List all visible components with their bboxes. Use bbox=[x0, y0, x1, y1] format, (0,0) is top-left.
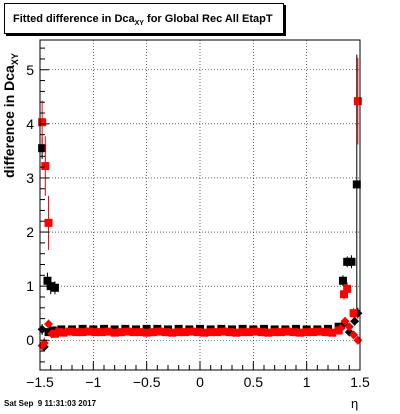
data-point-square bbox=[251, 327, 260, 336]
data-point-square bbox=[181, 328, 190, 337]
data-point-square bbox=[155, 327, 164, 336]
data-point-square bbox=[142, 328, 151, 337]
data-point-square bbox=[353, 97, 362, 106]
x-tick-label: −0.5 bbox=[133, 374, 161, 390]
x-tick-label: −1.5 bbox=[26, 374, 54, 390]
data-point-square bbox=[328, 328, 337, 337]
data-point-square bbox=[257, 328, 266, 337]
data-point-diamond bbox=[340, 316, 350, 326]
y-tick-label: 3 bbox=[26, 170, 34, 186]
data-point-square bbox=[104, 327, 113, 336]
data-point-square bbox=[55, 328, 64, 337]
data-point-square bbox=[38, 118, 47, 127]
data-point-diamond bbox=[349, 330, 359, 340]
data-point-square bbox=[44, 328, 53, 337]
data-point-square bbox=[225, 328, 234, 337]
data-point-square bbox=[338, 276, 347, 285]
data-point-square bbox=[302, 328, 311, 337]
data-point-square bbox=[270, 328, 279, 337]
title-box: Fitted difference in DcaXY for Global Re… bbox=[4, 3, 284, 34]
data-point-square bbox=[352, 180, 361, 189]
y-axis-label: difference in DcaXY bbox=[1, 53, 20, 178]
data-point-square bbox=[43, 276, 52, 285]
data-point-square bbox=[38, 144, 47, 153]
data-point-square bbox=[200, 328, 209, 337]
y-axis-label-main: difference in Dca bbox=[1, 65, 17, 178]
data-point-square bbox=[161, 328, 170, 337]
grid-layer bbox=[40, 40, 360, 370]
data-point-square bbox=[41, 162, 50, 171]
data-point-square bbox=[91, 328, 100, 337]
data-point-diamond bbox=[44, 319, 54, 329]
data-point-square bbox=[321, 328, 330, 337]
data-layer bbox=[37, 54, 363, 352]
data-point-square bbox=[289, 328, 298, 337]
x-axis-label: η bbox=[351, 396, 359, 411]
data-point-square bbox=[97, 328, 106, 337]
chart-title-suffix: for Global Rec All EtapT bbox=[143, 13, 273, 25]
chart-title-main: Fitted difference in Dca bbox=[13, 13, 135, 25]
timestamp: Sat Sep 9 11:31:03 2017 bbox=[4, 399, 97, 408]
data-point-diamond bbox=[336, 323, 346, 333]
x-tick-label: 1.5 bbox=[350, 374, 370, 390]
data-point-square bbox=[78, 328, 87, 337]
chart-title: Fitted difference in DcaXY for Global Re… bbox=[13, 13, 273, 27]
data-point-square bbox=[44, 218, 53, 227]
data-point-square bbox=[72, 328, 81, 337]
data-point-square bbox=[193, 328, 202, 337]
data-point-square bbox=[232, 328, 241, 337]
y-axis-label-subscript: XY bbox=[9, 53, 20, 66]
data-point-square bbox=[219, 327, 228, 336]
data-point-square bbox=[238, 328, 247, 337]
data-point-square bbox=[277, 328, 286, 337]
data-point-square bbox=[117, 328, 126, 337]
data-point-square bbox=[283, 327, 292, 336]
data-point-square bbox=[343, 284, 352, 293]
data-point-square bbox=[264, 328, 273, 337]
y-tick-label: 5 bbox=[26, 62, 34, 78]
data-point-square bbox=[46, 282, 55, 291]
x-tick-label: 1 bbox=[303, 374, 311, 390]
data-point-square bbox=[59, 328, 68, 337]
data-point-square bbox=[65, 327, 74, 336]
data-point-square bbox=[309, 328, 318, 337]
y-tick-label: 2 bbox=[26, 224, 34, 240]
data-point-square bbox=[296, 328, 305, 337]
data-point-square bbox=[50, 329, 59, 338]
y-tick-label: 0 bbox=[26, 332, 34, 348]
data-point-square bbox=[206, 328, 215, 337]
y-tick-label: 1 bbox=[26, 278, 34, 294]
data-point-square bbox=[174, 328, 183, 337]
tick-layer: −1.5 −1 −0.5 0 0.5 1 1.5 0 1 2 3 4 5 bbox=[26, 47, 370, 390]
x-tick-label: 0.5 bbox=[244, 374, 264, 390]
data-point-square bbox=[123, 327, 132, 336]
x-tick-label: −1 bbox=[85, 374, 101, 390]
data-point-square bbox=[129, 328, 138, 337]
data-point-square bbox=[213, 328, 222, 337]
data-point-diamond bbox=[350, 316, 360, 326]
data-point-square bbox=[245, 328, 254, 337]
y-tick-label: 4 bbox=[26, 116, 34, 132]
data-point-square bbox=[110, 328, 119, 337]
data-point-square bbox=[347, 257, 356, 266]
data-point-square bbox=[343, 257, 352, 266]
chart-title-subscript: XY bbox=[134, 20, 144, 28]
data-point-square bbox=[349, 309, 358, 318]
data-point-square bbox=[340, 290, 348, 299]
data-point-square bbox=[136, 328, 145, 337]
data-point-square bbox=[149, 328, 158, 337]
data-point-diamond bbox=[344, 322, 354, 332]
data-point-square bbox=[50, 283, 59, 292]
data-point-square bbox=[168, 328, 177, 337]
x-tick-label: 0 bbox=[196, 374, 204, 390]
data-point-square bbox=[315, 327, 324, 336]
data-point-square bbox=[187, 327, 196, 336]
data-point-square bbox=[85, 327, 94, 336]
